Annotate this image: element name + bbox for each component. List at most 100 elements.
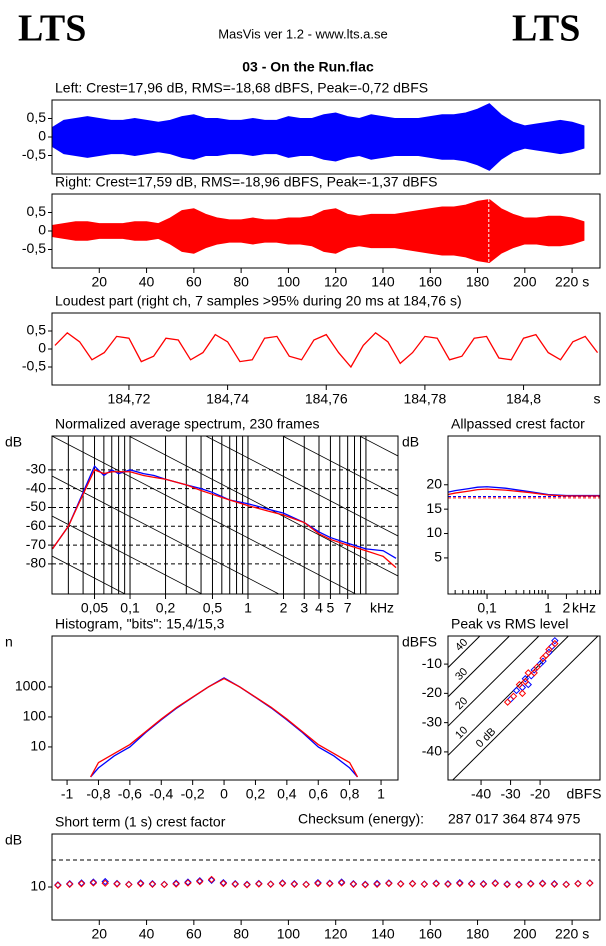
data-point [521,677,530,686]
slope-line [281,436,398,497]
x-axis-label: kHz [370,600,394,616]
data-point [89,878,98,886]
logo-left: LTS [18,8,86,50]
y-axis-label: n [5,634,13,650]
data-point [515,881,523,889]
data-point [503,698,512,706]
x-tick-label: 1 [244,600,252,616]
data-line [90,677,359,778]
data-point [550,880,559,889]
data-point [196,877,204,886]
data-point [408,880,417,888]
data-point [148,880,157,889]
x-tick-label: -30 [500,786,520,802]
x-tick-label: 3 [300,600,308,616]
data-point [385,879,393,888]
y-tick-label: 0 [38,128,46,144]
x-tick-label: 1 [544,600,552,616]
panel: Histogram, "bits": 15,4/15,3n101001000-1… [5,616,399,802]
data-line [448,488,600,497]
data-point [542,651,550,660]
data-point [290,880,299,889]
y-axis-label: dB [402,434,419,450]
data-point [196,877,204,885]
data-point [503,880,511,889]
x-tick-label: 180 [466,926,490,942]
y-tick-label: -30 [26,461,46,477]
y-tick-label: -40 [26,479,46,495]
plot-area [448,486,600,499]
panel: Loudest part (right ch, 7 samples >95% d… [22,293,601,407]
panel-title: Right: Crest=17,59 dB, RMS=-18,96 dBFS, … [55,174,437,190]
crest-line [448,636,481,668]
plot-area [52,436,398,594]
y-tick-label: -0,5 [22,146,46,162]
x-tick-label: 0,4 [277,786,297,802]
data-point [77,879,86,887]
x-tick-label: 160 [419,926,443,942]
x-tick-label: 0,1 [120,600,140,616]
data-point [361,881,369,889]
data-point [136,879,145,887]
x-tick-label: 0,5 [203,600,223,616]
x-tick-label: -0,4 [149,786,173,802]
plot-area [90,677,359,778]
x-tick-label: 80 [233,926,249,942]
x-tick-label: -20 [530,786,550,802]
data-point [77,880,86,888]
panel-title: Left: Crest=17,96 dB, RMS=-18,68 dBFS, P… [55,80,428,96]
x-tick-label: 184,74 [206,391,249,407]
x-tick-label: 0,1 [477,600,497,616]
y-tick-label: -70 [26,536,46,552]
data-point [518,689,527,698]
plot-area [52,103,585,171]
plot-area [52,194,585,268]
y-tick-label: -0,5 [22,240,46,256]
x-tick-label: 7 [344,600,352,616]
data-point [314,878,322,887]
x-axis-label: kHz [572,600,596,616]
y-tick-label: -20 [422,684,442,700]
frame [51,435,399,595]
panel-title: Loudest part (right ch, 7 samples >95% d… [55,293,462,309]
panel-title: Short term (1 s) crest factor [55,814,226,830]
data-point [574,880,582,888]
x-tick-label: 40 [139,274,155,290]
x-tick-label: 1 [377,786,385,802]
panel: Short term (1 s) crest factor dB 10 20 40 60 8… [5,814,601,942]
plot-area [54,331,599,369]
data-point [349,880,358,889]
x-tick-label: 40 [139,926,155,942]
x-tick-label: 140 [371,926,395,942]
crest-line [448,636,511,698]
y-tick-label: 5 [434,549,442,565]
data-point [479,880,488,889]
data-point [172,880,180,888]
y-tick-label: -80 [26,555,46,571]
y-tick-label: 10 [30,738,46,754]
data-point [467,880,476,888]
data-point [231,880,239,889]
y-tick-label: 20 [426,475,442,491]
x-tick-label: 0,2 [156,600,176,616]
data-point [113,880,121,888]
crest-line [448,636,540,727]
data-point [551,639,559,648]
y-tick-label: 0,5 [27,322,47,338]
data-point [432,880,440,888]
x-tick-label: -0,2 [181,786,205,802]
frame [51,193,601,269]
x-tick-label: 2 [280,600,288,616]
y-tick-label: 100 [23,708,47,724]
data-point [512,686,521,695]
data-point [539,657,547,665]
data-point [255,880,263,888]
data-point [54,881,62,890]
crest-line [452,636,599,780]
panel-title: Histogram, "bits": 15,4/15,3 [55,616,225,632]
y-axis-label: dB [5,434,22,450]
x-axis-label: dBFS [566,786,601,802]
x-tick-label: 20 [91,926,107,942]
data-point [530,669,538,677]
y-tick-label: -50 [26,498,46,514]
